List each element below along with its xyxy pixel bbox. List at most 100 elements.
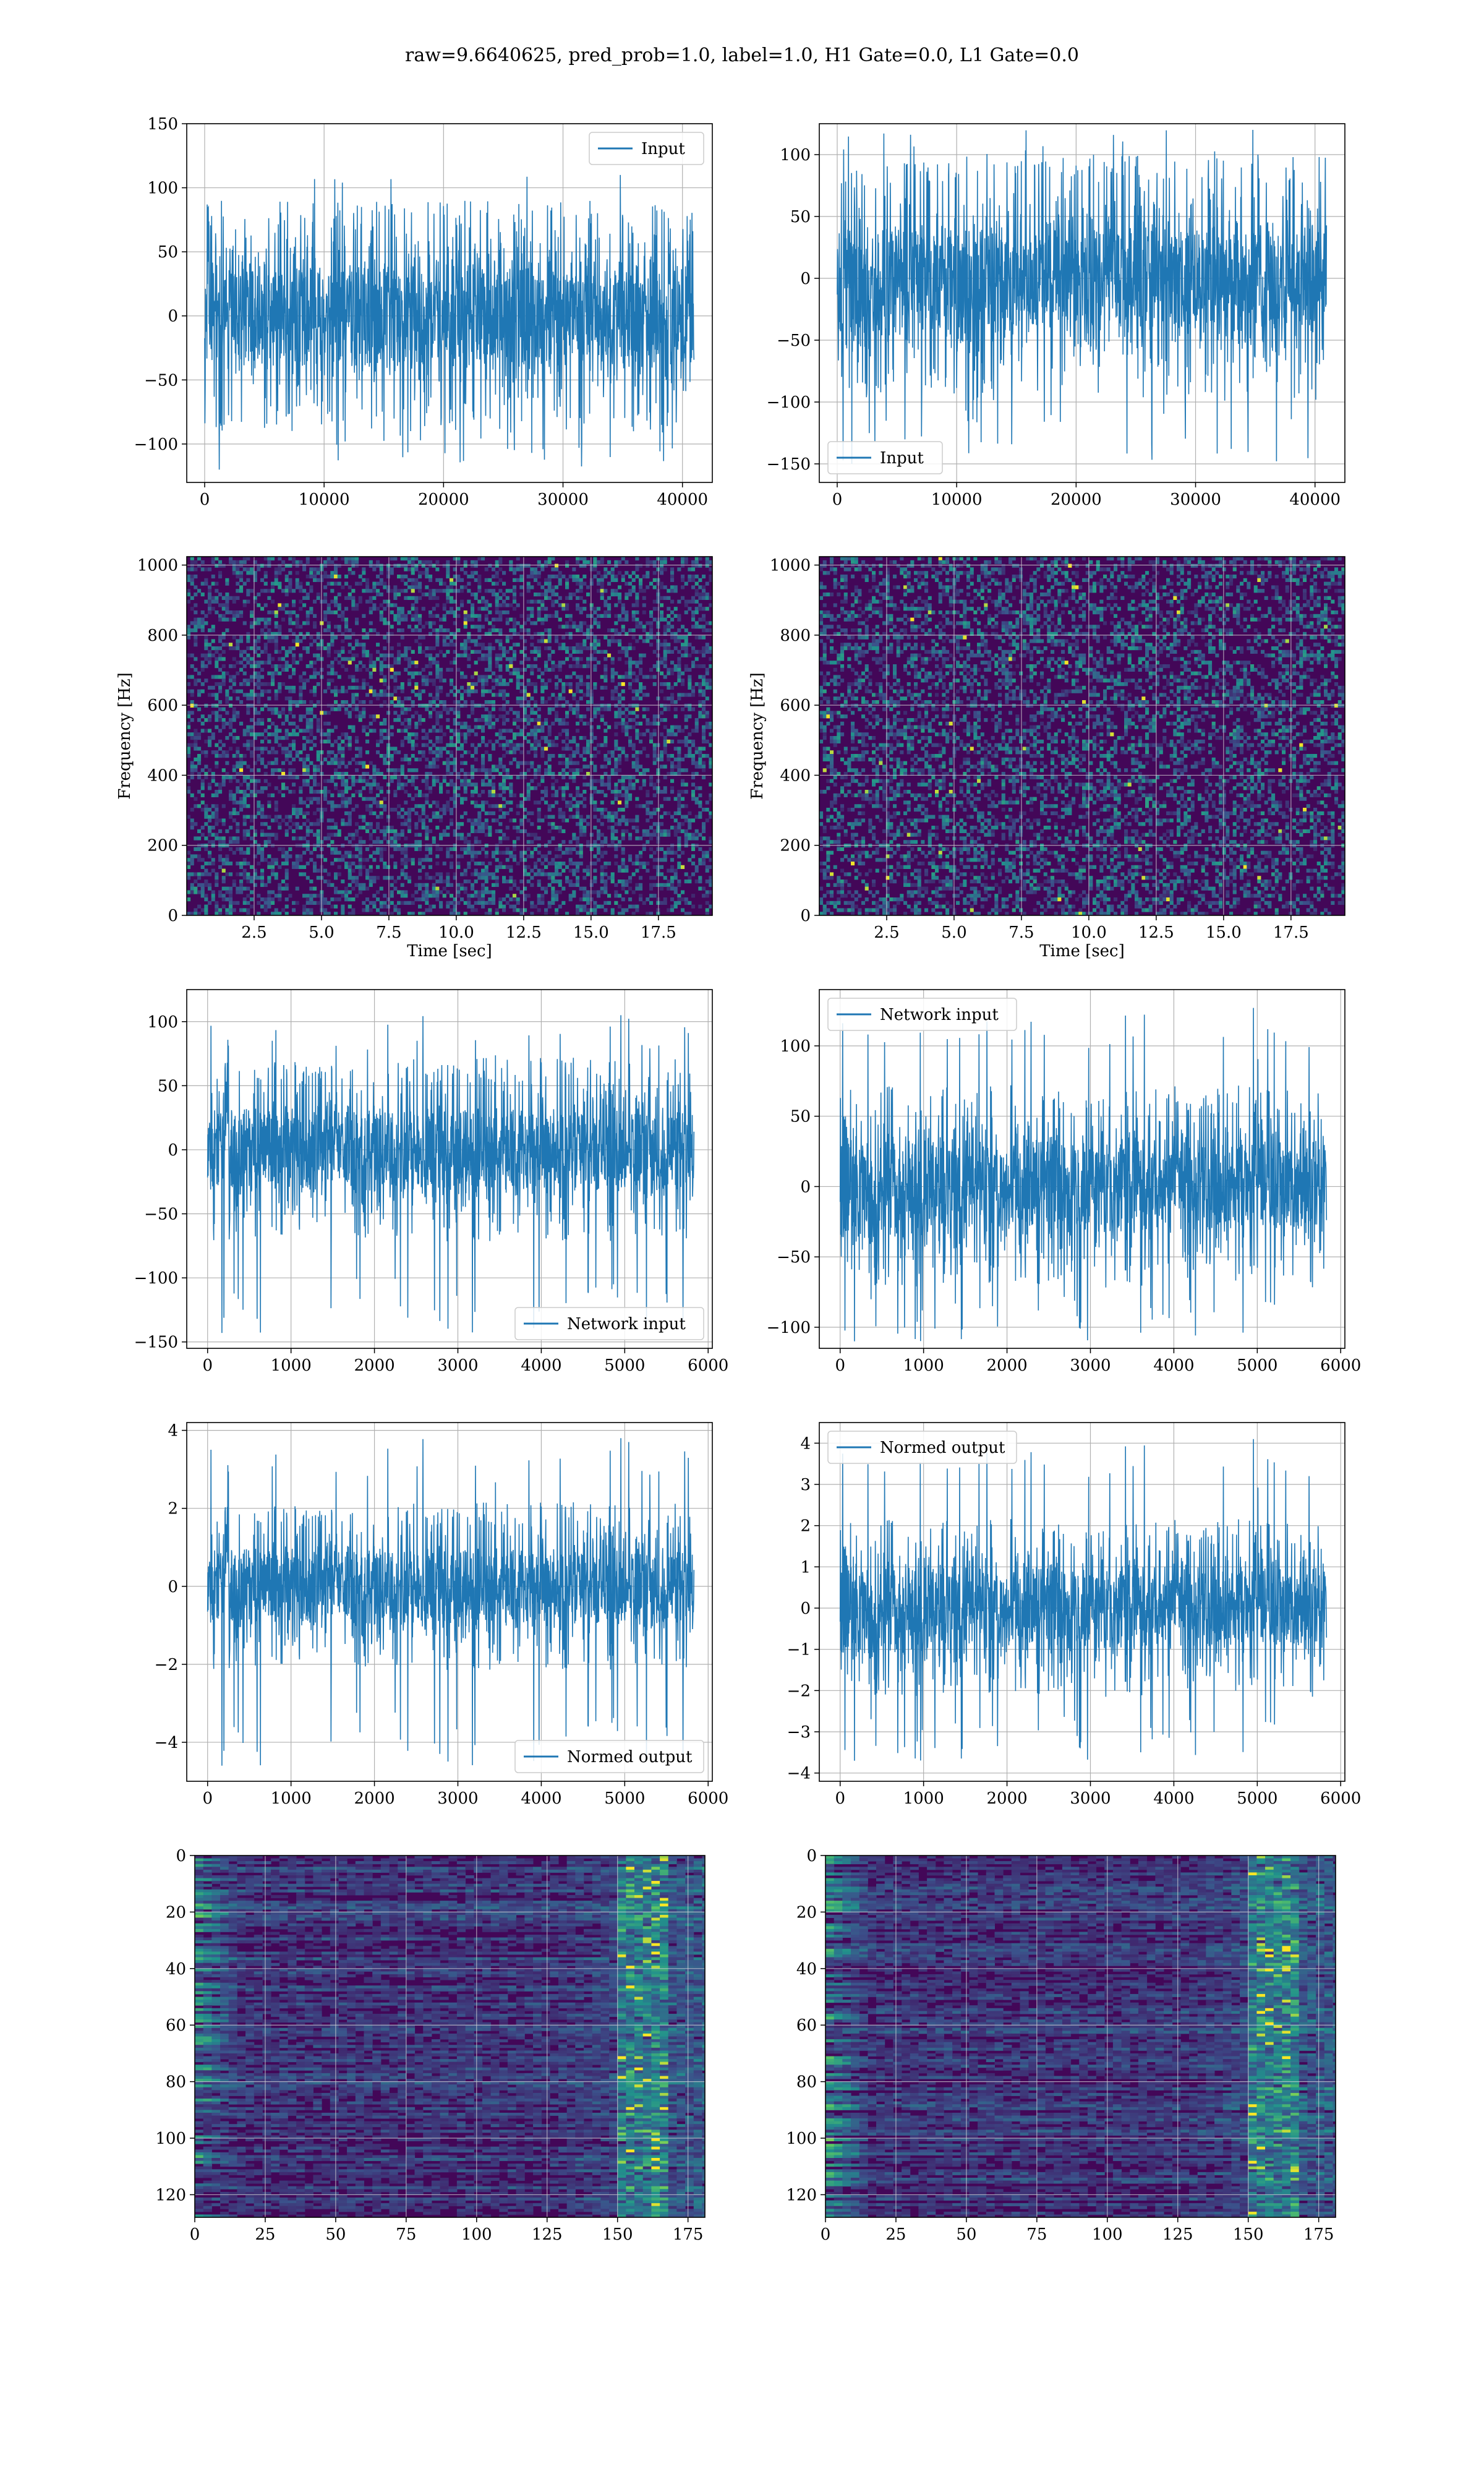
heatmap-cell — [414, 743, 419, 747]
heatmap-cell — [348, 786, 352, 790]
heatmap-cell — [365, 693, 370, 697]
heatmap-cell — [593, 703, 597, 708]
heatmap-cell — [299, 872, 303, 876]
heatmap-cell — [190, 567, 194, 571]
heatmap-cell — [523, 850, 527, 855]
heatmap-cell — [407, 880, 412, 884]
heatmap-cell — [453, 693, 457, 697]
heatmap-cell — [603, 908, 608, 912]
heatmap-cell — [607, 782, 612, 787]
heatmap-cell — [274, 786, 278, 790]
heatmap-cell — [358, 850, 362, 855]
heatmap-cell — [589, 607, 594, 611]
heatmap-cell — [425, 894, 429, 898]
heatmap-cell — [453, 768, 457, 773]
heatmap-cell — [481, 901, 485, 905]
heatmap-cell — [250, 729, 254, 733]
heatmap-cell — [369, 836, 373, 841]
heatmap-cell — [372, 775, 377, 779]
heatmap-cell — [502, 718, 506, 722]
heatmap-cell — [568, 596, 573, 600]
heatmap-cell — [421, 607, 425, 611]
heatmap-cell — [421, 804, 425, 808]
heatmap-cell — [603, 599, 608, 604]
heatmap-cell — [274, 707, 278, 711]
heatmap-cell — [530, 732, 534, 737]
heatmap-cell — [302, 747, 307, 751]
heatmap-cell — [576, 649, 580, 654]
heatmap-cell — [263, 682, 268, 687]
heatmap-cell — [260, 589, 265, 593]
heatmap-cell — [305, 721, 310, 726]
heatmap-cell — [555, 868, 559, 873]
heatmap-cell — [330, 631, 335, 636]
heatmap-cell — [607, 761, 612, 765]
heatmap-cell — [603, 721, 608, 726]
heatmap-cell — [579, 625, 583, 629]
heatmap-cell — [519, 772, 524, 776]
heatmap-cell — [429, 804, 433, 808]
heatmap-cell — [400, 822, 404, 826]
heatmap-cell — [471, 800, 475, 805]
heatmap-cell — [547, 904, 552, 909]
heatmap-cell — [453, 729, 457, 733]
heatmap-cell — [471, 560, 475, 564]
heatmap-cell — [488, 725, 492, 729]
heatmap-cell — [292, 822, 296, 826]
heatmap-cell — [253, 599, 257, 604]
heatmap-cell — [200, 865, 205, 869]
heatmap-cell — [456, 862, 461, 866]
heatmap-cell — [344, 779, 349, 783]
heatmap-cell — [316, 729, 320, 733]
heatmap-cell — [450, 678, 454, 683]
heatmap-cell — [337, 858, 341, 862]
heatmap-cell — [351, 782, 356, 787]
heatmap-cell — [390, 829, 394, 833]
heatmap-cell — [260, 563, 265, 568]
heatmap-cell — [534, 736, 538, 740]
heatmap-cell — [326, 671, 331, 675]
heatmap-cell — [330, 775, 335, 779]
heatmap-cell — [576, 657, 580, 661]
heatmap-cell — [344, 890, 349, 894]
heatmap-cell — [194, 880, 198, 884]
heatmap-cell — [516, 764, 520, 769]
heatmap-cell — [313, 689, 317, 693]
heatmap-cell — [526, 617, 531, 622]
heatmap-cell — [365, 599, 370, 604]
heatmap-cell — [607, 901, 612, 905]
heatmap-cell — [330, 635, 335, 640]
heatmap-cell — [463, 653, 467, 657]
heatmap-cell — [274, 815, 278, 819]
heatmap-cell — [586, 628, 591, 633]
heatmap-cell — [561, 739, 566, 743]
heatmap-cell — [250, 768, 254, 773]
heatmap-cell — [488, 739, 492, 743]
heatmap-cell — [208, 661, 212, 665]
heatmap-cell — [407, 646, 412, 651]
heatmap-cell — [484, 567, 488, 571]
heatmap-cell — [351, 560, 356, 564]
heatmap-cell — [365, 826, 370, 830]
heatmap-cell — [600, 840, 604, 844]
heatmap-cell — [379, 847, 383, 851]
heatmap-cell — [372, 858, 377, 862]
heatmap-cell — [600, 782, 604, 787]
heatmap-cell — [565, 578, 569, 582]
heatmap-cell — [593, 786, 597, 790]
heatmap-cell — [568, 793, 573, 797]
heatmap-cell — [239, 862, 244, 866]
heatmap-cell — [337, 772, 341, 776]
heatmap-cell — [484, 653, 488, 657]
heatmap-cell — [513, 649, 517, 654]
heatmap-cell — [278, 847, 282, 851]
heatmap-cell — [544, 593, 548, 597]
heatmap-cell — [362, 578, 366, 582]
heatmap-cell — [450, 607, 454, 611]
heatmap-cell — [492, 883, 496, 887]
heatmap-cell — [576, 707, 580, 711]
heatmap-cell — [267, 596, 271, 600]
heatmap-cell — [281, 782, 286, 787]
heatmap-cell — [284, 822, 289, 826]
heatmap-cell — [383, 657, 387, 661]
